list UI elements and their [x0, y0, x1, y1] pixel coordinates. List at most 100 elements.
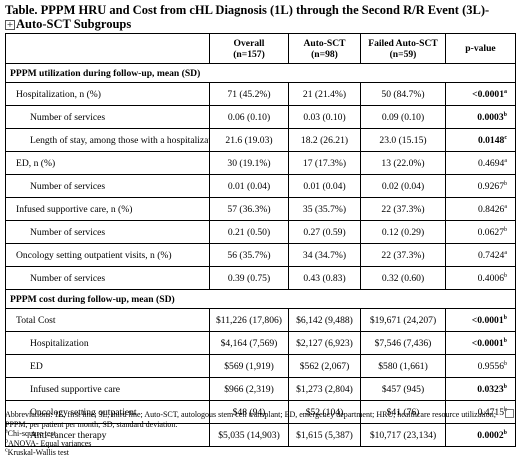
row-label: ED, n (%): [5, 151, 210, 175]
table-row: Hospitalization, n (%) 71 (45.2%) 21 (21.4…: [5, 82, 516, 106]
failed-auto-sct-cell: 0.02 (0.04): [360, 174, 446, 198]
header-overall: Overall (n=157): [209, 33, 289, 64]
row-label: Anti-cancer therapy: [5, 423, 210, 447]
table-row: ED, n (%) 30 (19.1%) 17 (17.3%) 13 (22.0%) 0…: [5, 151, 516, 175]
overall-cell: 30 (19.1%): [209, 151, 289, 175]
table-row: Oncology setting outpatient visits, n (%…: [5, 243, 516, 267]
row-label: Number of services: [5, 174, 210, 198]
p-value-footnote-marker: b: [503, 314, 507, 321]
table-resize-handle[interactable]: [505, 409, 514, 418]
auto-sct-cell: 34 (34.7%): [288, 243, 361, 267]
section-header-row: PPPM cost during follow-up, mean (SD): [5, 289, 516, 309]
p-value-text: <0.0001: [471, 314, 504, 326]
p-value-footnote-marker: b: [503, 337, 507, 344]
section-header-row: PPPM utilization during follow-up, mean …: [5, 63, 516, 83]
p-value-cell: 0.0627b: [445, 220, 516, 244]
p-value-text: 0.8426: [477, 203, 505, 215]
failed-auto-sct-cell: 22 (37.3%): [360, 243, 446, 267]
overall-cell: $4,164 (7,569): [209, 331, 289, 355]
p-value-cell: 0.0323b: [445, 377, 516, 401]
p-value-text: 0.4006: [477, 272, 504, 284]
row-label: Oncology setting outpatient visits, n (%…: [5, 243, 210, 267]
p-value-footnote-marker: b: [503, 111, 507, 118]
auto-sct-cell: 35 (35.7%): [288, 197, 361, 221]
p-value-footnote-marker: a: [504, 157, 507, 164]
row-label: Hospitalization: [5, 331, 210, 355]
footnote-c: cKruskal-Wallis test: [5, 447, 70, 457]
table-title: Table. PPPM HRU and Cost from cHL Diagno…: [5, 3, 515, 31]
p-value-cell: 0.0148c: [445, 128, 516, 152]
p-value-text: 0.0002: [477, 429, 504, 441]
p-value-text: 0.4694: [477, 157, 505, 169]
p-value-footnote-marker: b: [504, 180, 507, 187]
table-row: Number of services 0.21 (0.50) 0.27 (0.59)…: [5, 220, 516, 244]
auto-sct-cell: 0.03 (0.10): [288, 105, 361, 129]
failed-auto-sct-cell: 22 (37.3%): [360, 197, 446, 221]
table-row: Number of services 0.01 (0.04) 0.01 (0.04)…: [5, 174, 516, 198]
auto-sct-cell: 0.01 (0.04): [288, 174, 361, 198]
header-auto-sct: Auto-SCT (n=98): [288, 33, 361, 64]
auto-sct-cell: $6,142 (9,488): [288, 308, 361, 332]
overall-cell: 0.01 (0.04): [209, 174, 289, 198]
row-label: Length of stay, among those with a hospi…: [5, 128, 210, 152]
overall-cell: 0.39 (0.75): [209, 266, 289, 290]
p-value-text: 0.7424: [477, 249, 505, 261]
table-title-line-2-text: Auto-SCT Subgroups: [16, 17, 132, 31]
p-value-cell: 0.0003b: [445, 105, 516, 129]
table-row: Length of stay, among those with a hospi…: [5, 128, 516, 152]
p-value-text: <0.0001: [471, 337, 504, 349]
footnote-b: bANOVA- Equal variances: [5, 437, 92, 448]
failed-auto-sct-cell: 50 (84.7%): [360, 82, 446, 106]
p-value-cell: 0.9267b: [445, 174, 516, 198]
failed-auto-sct-cell: $7,546 (7,436): [360, 331, 446, 355]
overall-cell: 0.21 (0.50): [209, 220, 289, 244]
header-failed-auto-sct: Failed Auto-SCT (n=59): [360, 33, 446, 64]
p-value-footnote-marker: b: [503, 429, 507, 436]
p-value-text: 0.4715: [477, 406, 504, 418]
p-value-text: 0.0148: [477, 134, 505, 146]
p-value-text: 0.0003: [477, 111, 504, 123]
row-label: ED: [5, 354, 210, 378]
table-row: Hospitalization $4,164 (7,569) $2,127 (6,9…: [5, 331, 516, 355]
p-value-text: 0.9556: [477, 360, 504, 372]
row-label: Total Cost: [5, 308, 210, 332]
section-heading: PPPM cost during follow-up, mean (SD): [5, 289, 516, 309]
table-row: Total Cost $11,226 (17,806) $6,142 (9,488)…: [5, 308, 516, 332]
footnote-abbreviations: Abbreviations: 1L, first line; 3L, third…: [5, 410, 496, 429]
auto-sct-cell: 0.43 (0.83): [288, 266, 361, 290]
failed-auto-sct-cell: $19,671 (24,207): [360, 308, 446, 332]
overall-cell: $569 (1,919): [209, 354, 289, 378]
failed-auto-sct-cell: 0.09 (0.10): [360, 105, 446, 129]
row-label: Number of services: [5, 220, 210, 244]
p-value-text: 0.0627: [477, 226, 504, 238]
table-row: Infused supportive care, n (%) 57 (36.3%)…: [5, 197, 516, 221]
table-footnotes: Abbreviations: 1L, first line; 3L, third…: [5, 410, 515, 458]
failed-auto-sct-cell: $457 (945): [360, 377, 446, 401]
table-row: ED $569 (1,919) $562 (2,067) $580 (1,661) 0.…: [5, 354, 516, 378]
hru-cost-table: Overall (n=157) Auto-SCT (n=98) Failed Aut…: [5, 33, 516, 447]
p-value-footnote-marker: b: [504, 226, 507, 233]
p-value-cell: 0.0002b: [445, 423, 516, 447]
auto-sct-cell: 17 (17.3%): [288, 151, 361, 175]
header-p-value: p-value: [445, 33, 516, 64]
table-row: Number of services 0.06 (0.10) 0.03 (0.10)…: [5, 105, 516, 129]
table-anchor-icon[interactable]: +: [5, 20, 15, 31]
p-value-text: <0.0001: [472, 88, 504, 100]
p-value-cell: 0.4006b: [445, 266, 516, 290]
header-row: Overall (n=157) Auto-SCT (n=98) Failed Aut…: [5, 33, 516, 64]
footnote-a: aChi-square test: [5, 428, 56, 438]
p-value-cell: 0.4694a: [445, 151, 516, 175]
failed-auto-sct-cell: 0.12 (0.29): [360, 220, 446, 244]
table-row: Oncology setting outpatient $48 (94) $52 (…: [5, 400, 516, 424]
row-label: Infused supportive care: [5, 377, 210, 401]
overall-cell: 56 (35.7%): [209, 243, 289, 267]
p-value-cell: <0.0001a: [445, 82, 516, 106]
p-value-cell: 0.4715b: [445, 400, 516, 424]
p-value-text: 0.0323: [477, 383, 504, 395]
table-title-line-2: + Auto-SCT Subgroups: [5, 17, 515, 31]
failed-auto-sct-cell: $580 (1,661): [360, 354, 446, 378]
overall-cell: 21.6 (19.03): [209, 128, 289, 152]
p-value-cell: <0.0001b: [445, 308, 516, 332]
auto-sct-cell: 18.2 (26.21): [288, 128, 361, 152]
